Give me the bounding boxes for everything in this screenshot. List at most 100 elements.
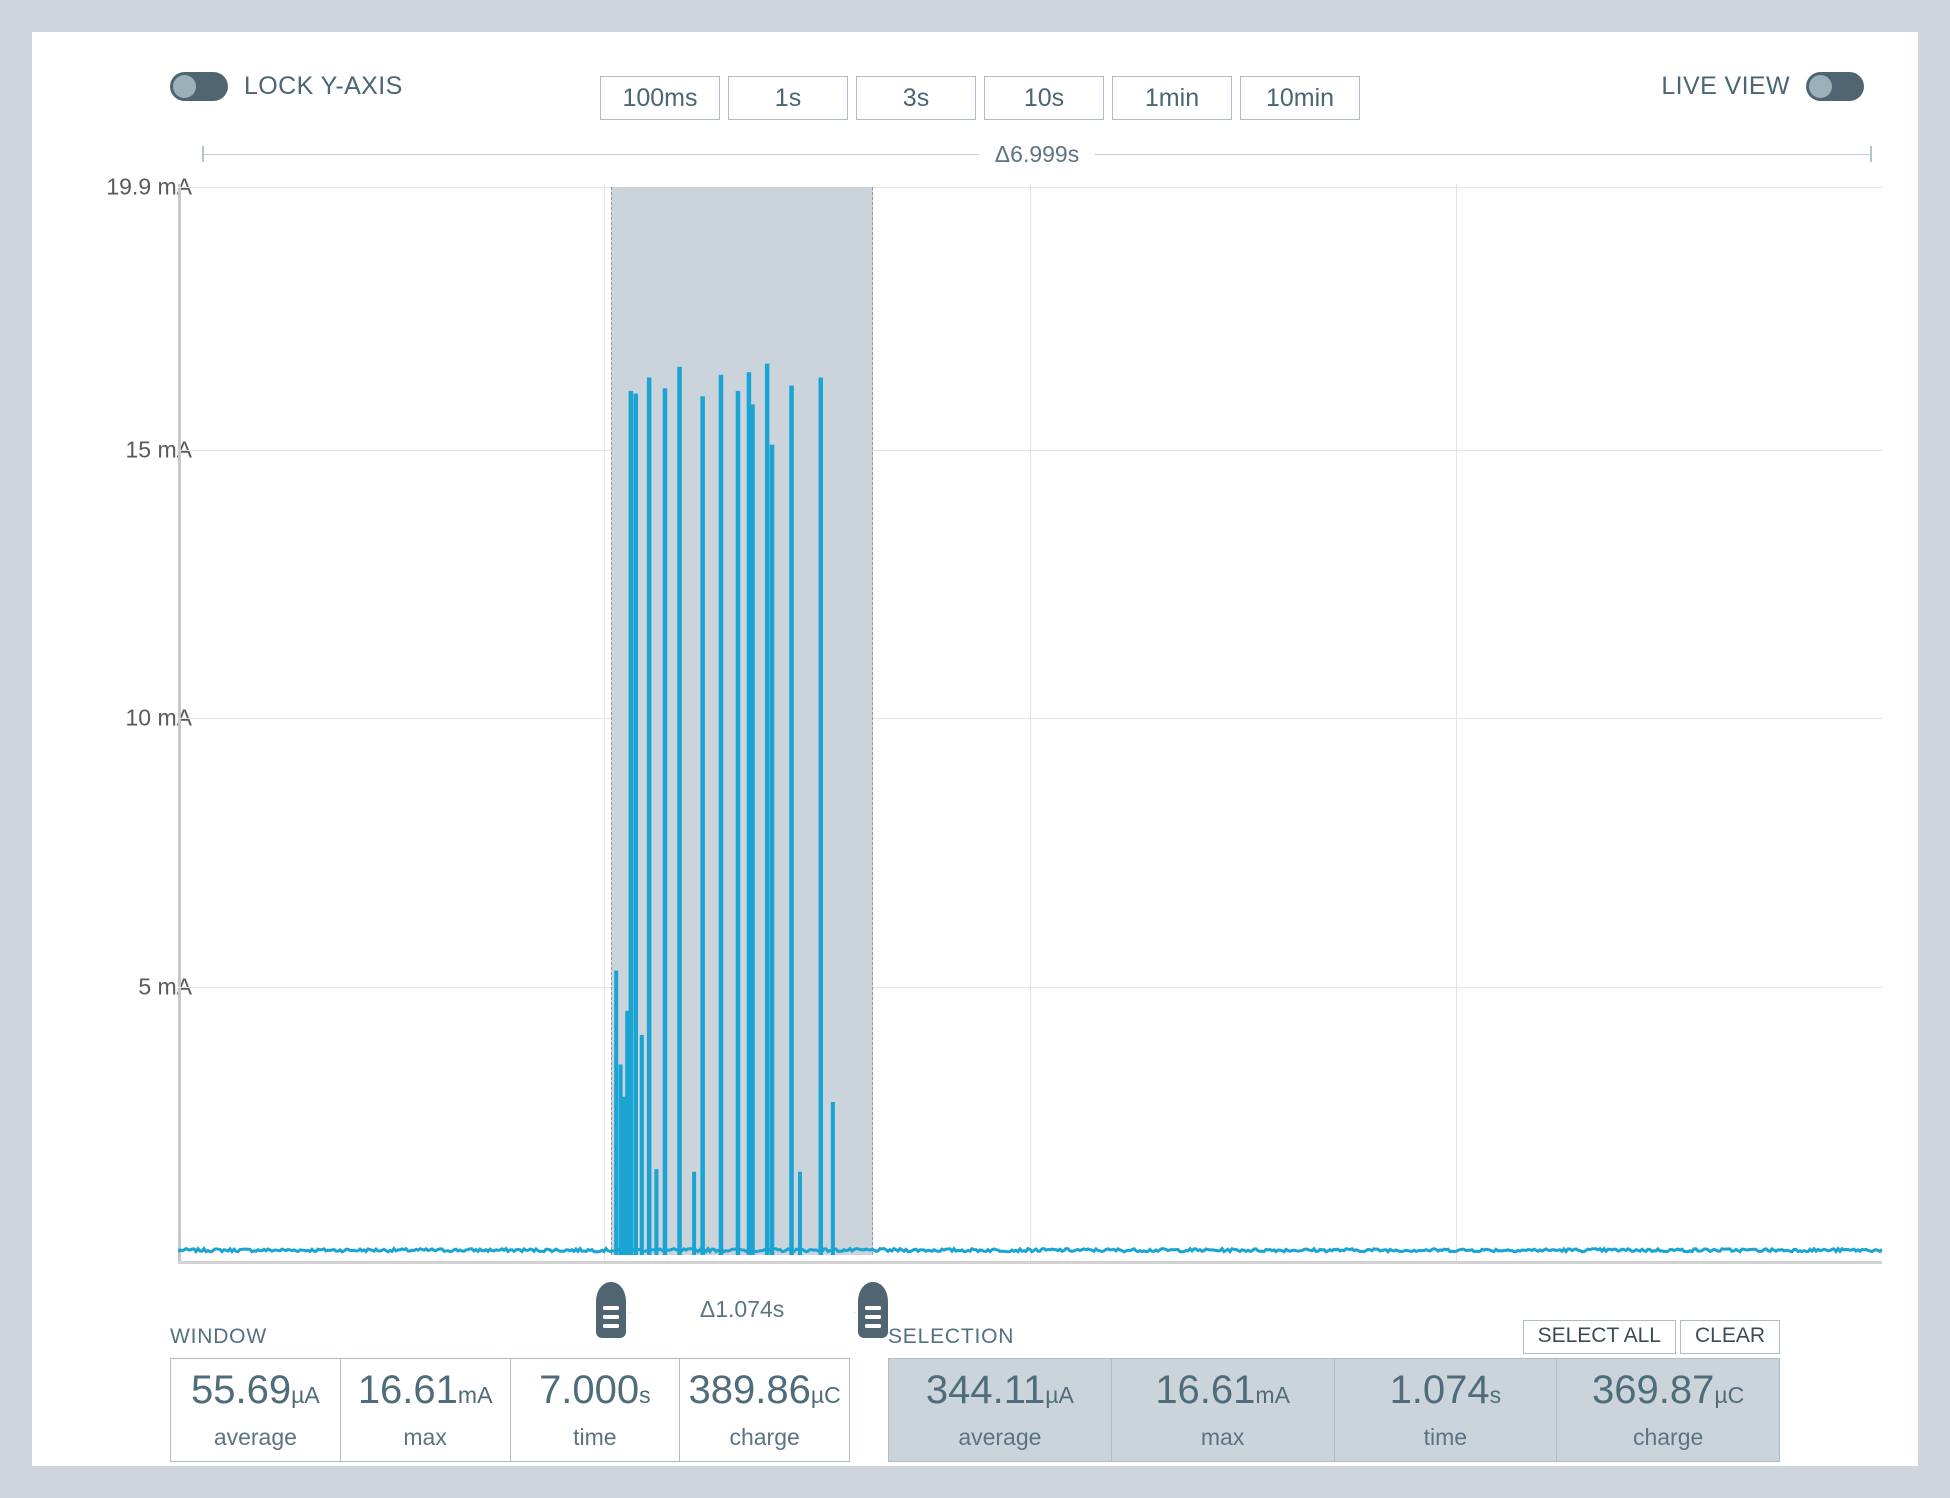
ruler-line-left xyxy=(204,153,979,155)
stat-number: 389.86 xyxy=(688,1367,811,1412)
current-spike xyxy=(798,1171,802,1255)
window-stat-time-label: time xyxy=(573,1423,617,1450)
current-chart[interactable]: 19.9 mA 15 mA 10 mA 5 mA xyxy=(32,172,1918,1282)
app-window: LOCK Y-AXIS 100ms 1s 3s 10s 1min 10min L… xyxy=(32,32,1918,1466)
select-all-button[interactable]: SELECT ALL xyxy=(1522,1320,1676,1354)
stat-number: 1.074 xyxy=(1389,1367,1490,1412)
window-stat-average-value: 55.69µA xyxy=(191,1370,320,1410)
stat-unit: µC xyxy=(1714,1381,1745,1408)
lock-y-axis-toggle[interactable] xyxy=(170,72,228,101)
selection-stats-title: SELECTION xyxy=(888,1325,1015,1348)
ruler-cap-right xyxy=(1870,146,1873,162)
selection-stat-time-label: time xyxy=(1423,1423,1468,1450)
selection-handle-left[interactable] xyxy=(596,1282,627,1338)
live-view-label: LIVE VIEW xyxy=(1661,72,1790,100)
plot-area[interactable] xyxy=(178,172,1882,1282)
selection-stat-average-label: average xyxy=(958,1423,1042,1450)
current-spike xyxy=(735,390,741,1255)
stat-unit: mA xyxy=(1255,1381,1290,1408)
ruler-cap-left xyxy=(202,146,204,162)
selection-ruler-line-left xyxy=(629,1312,631,1313)
current-spike xyxy=(633,393,638,1256)
toggle-switch-icon xyxy=(1809,75,1832,98)
selection-stat-max-value: 16.61mA xyxy=(1155,1370,1290,1410)
x-axis-line xyxy=(178,1261,1882,1264)
window-stat-charge-value: 389.86µC xyxy=(689,1370,841,1410)
stat-unit: mA xyxy=(457,1381,493,1408)
toggle-switch-icon xyxy=(173,75,196,98)
current-spike xyxy=(746,372,752,1255)
current-spike xyxy=(764,363,770,1256)
selection-stat-time-value: 1.074s xyxy=(1390,1370,1502,1410)
grid-line-vertical xyxy=(604,184,605,1262)
current-spike xyxy=(750,404,755,1255)
current-spike xyxy=(718,374,724,1255)
stat-number: 16.61 xyxy=(1155,1367,1256,1412)
selection-stat-average-value: 344.11µA xyxy=(926,1370,1074,1410)
stat-unit: µC xyxy=(810,1381,841,1408)
current-spike xyxy=(654,1169,659,1255)
window-stat-max-value: 16.61mA xyxy=(358,1370,493,1410)
lock-y-axis-control[interactable]: LOCK Y-AXIS xyxy=(170,72,403,101)
selection-handle-right[interactable] xyxy=(857,1282,888,1338)
stats-panels: WINDOW 55.69µA average 16.61mA max 7.000… xyxy=(32,1320,1918,1466)
lock-y-axis-label: LOCK Y-AXIS xyxy=(244,72,403,100)
selection-ruler-line-right xyxy=(854,1312,855,1313)
y-axis-tick-label: 19.9 mA xyxy=(106,173,192,200)
selection-delta-ruler: Δ1.074s xyxy=(32,1282,1918,1346)
current-spike xyxy=(789,385,794,1256)
window-stats-row: 55.69µA average 16.61mA max 7.000s time … xyxy=(170,1358,850,1462)
window-stat-max-label: max xyxy=(403,1423,447,1450)
window-delta-ruler: Δ6.999s xyxy=(202,136,1873,172)
baseline-noise xyxy=(178,1245,1882,1255)
range-button-1s[interactable]: 1s xyxy=(728,76,848,120)
stat-number: 344.11 xyxy=(925,1367,1046,1412)
current-spike xyxy=(621,1096,626,1255)
stat-number: 55.69 xyxy=(191,1367,292,1412)
stat-unit: µA xyxy=(1045,1381,1074,1408)
window-stat-max: 16.61mA max xyxy=(341,1359,511,1461)
time-range-button-group: 100ms 1s 3s 10s 1min 10min xyxy=(600,76,1360,120)
selection-stat-average: 344.11µA average xyxy=(889,1359,1112,1461)
current-spike xyxy=(830,1102,835,1255)
window-stat-average-label: average xyxy=(213,1423,297,1450)
window-stats-title: WINDOW xyxy=(170,1325,267,1348)
selection-stat-charge: 369.87µC charge xyxy=(1557,1359,1779,1461)
window-stats-header: WINDOW xyxy=(170,1322,850,1352)
selection-actions: SELECT ALL CLEAR xyxy=(1522,1320,1780,1354)
current-spike xyxy=(677,366,682,1255)
y-axis-tick-label: 5 mA xyxy=(138,973,192,1000)
grid-line-vertical xyxy=(1030,184,1031,1262)
window-stat-charge: 389.86µC charge xyxy=(680,1359,849,1461)
selection-band[interactable] xyxy=(611,187,873,1255)
current-spike xyxy=(646,377,652,1255)
window-stat-charge-label: charge xyxy=(729,1423,800,1450)
selection-delta-label: Δ1.074s xyxy=(699,1296,785,1322)
current-spike xyxy=(700,396,705,1255)
selection-stats-header: SELECTION SELECT ALL CLEAR xyxy=(888,1320,1780,1354)
ruler-line-right xyxy=(1095,153,1871,155)
selection-stat-charge-value: 369.87µC xyxy=(1592,1370,1744,1410)
stat-unit: s xyxy=(639,1381,651,1408)
live-view-control[interactable]: LIVE VIEW xyxy=(1661,72,1864,101)
y-axis-line xyxy=(178,184,181,1262)
window-stat-average: 55.69µA average xyxy=(171,1359,341,1461)
range-button-3s[interactable]: 3s xyxy=(856,76,976,120)
live-view-toggle[interactable] xyxy=(1806,72,1864,101)
range-button-10s[interactable]: 10s xyxy=(984,76,1104,120)
window-delta-label: Δ6.999s xyxy=(994,140,1080,167)
window-stat-time-value: 7.000s xyxy=(539,1370,651,1410)
clear-selection-button[interactable]: CLEAR xyxy=(1679,1320,1780,1354)
window-stats-panel: WINDOW 55.69µA average 16.61mA max 7.000… xyxy=(170,1322,850,1462)
current-spike xyxy=(692,1171,697,1255)
current-spike xyxy=(662,388,668,1255)
stat-number: 7.000 xyxy=(539,1367,640,1412)
selection-stats-row: 344.11µA average 16.61mA max 1.074s time… xyxy=(888,1358,1780,1462)
current-spike xyxy=(639,1035,644,1255)
range-button-10min[interactable]: 10min xyxy=(1240,76,1360,120)
range-button-100ms[interactable]: 100ms xyxy=(600,76,720,120)
stat-unit: s xyxy=(1489,1381,1502,1408)
selection-stat-charge-label: charge xyxy=(1632,1423,1704,1450)
range-button-1min[interactable]: 1min xyxy=(1112,76,1232,120)
